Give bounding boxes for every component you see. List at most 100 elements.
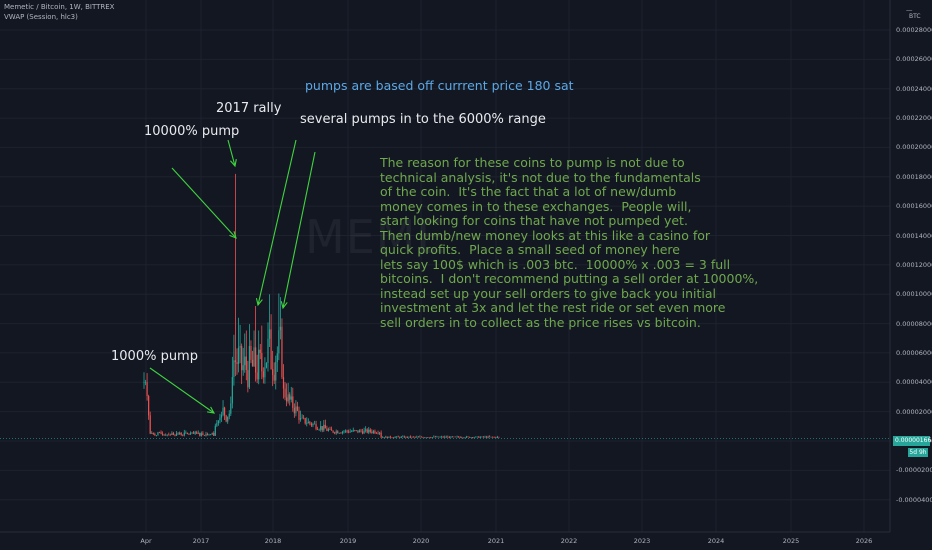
candle-body xyxy=(386,436,388,438)
candle-body xyxy=(265,362,268,368)
candle-body xyxy=(306,423,308,424)
annotation-arrows xyxy=(149,139,316,414)
candle-body xyxy=(487,436,489,438)
price-tick-label: -0.00002000 xyxy=(896,466,932,475)
price-tick-label: 0.00012000 xyxy=(896,260,932,269)
candle-body xyxy=(151,432,153,434)
candle-body xyxy=(259,349,261,354)
candle-body xyxy=(222,407,224,415)
annotation-10000-pump[interactable]: 10000% pump xyxy=(144,124,240,139)
candle-body xyxy=(296,406,299,411)
arrow-10000-pump xyxy=(171,167,237,239)
candle-body xyxy=(293,407,295,414)
time-tick-label: 2022 xyxy=(560,537,578,545)
candle-body xyxy=(228,413,230,417)
candle-body xyxy=(220,414,223,418)
candle-body xyxy=(258,349,260,380)
candle-body xyxy=(453,436,455,438)
price-tick-label: 0.00024000 xyxy=(896,84,932,93)
candle-body xyxy=(394,437,396,438)
candle-body xyxy=(224,407,226,416)
candle-body xyxy=(337,431,339,434)
candle-body xyxy=(357,430,359,433)
candle-body xyxy=(444,436,446,438)
candle-body xyxy=(334,432,336,434)
price-tick-label: 0.00008000 xyxy=(896,319,932,328)
candle-body xyxy=(442,436,444,438)
candle-body xyxy=(489,436,491,438)
candle-body xyxy=(425,437,427,439)
candle-body xyxy=(482,436,485,438)
candle-body xyxy=(248,346,250,388)
candle-body xyxy=(148,396,150,416)
candle-body xyxy=(237,347,240,364)
candle-body xyxy=(318,429,320,431)
chart-symbol-title[interactable]: Memetic / Bitcoin, 1W, BITTREX xyxy=(4,3,115,11)
candle-body xyxy=(227,416,229,422)
candle-body xyxy=(354,430,356,431)
candle-body xyxy=(490,436,492,438)
candle-body xyxy=(234,360,237,363)
chart-watermark: MEME xyxy=(305,210,447,264)
candle-body xyxy=(241,346,243,371)
candle-body xyxy=(436,436,438,438)
vwap-indicator-label[interactable]: VWAP (Session, hlc3) xyxy=(4,13,78,21)
candle-body xyxy=(335,431,337,434)
candle-body xyxy=(382,437,384,438)
candle-body xyxy=(405,436,407,438)
price-tick-label: 0.00004000 xyxy=(896,378,932,387)
annotation-6000-pumps[interactable]: several pumps in to the 6000% range xyxy=(300,112,546,127)
time-tick-label: 2020 xyxy=(412,537,430,545)
candle-body xyxy=(290,396,292,400)
candle-body xyxy=(169,434,171,436)
candle-body xyxy=(165,435,167,436)
candle-body xyxy=(309,421,311,424)
candle-body xyxy=(422,437,424,438)
candle-body xyxy=(310,423,312,426)
chart-grid xyxy=(0,0,891,533)
candle-body xyxy=(199,432,201,436)
candle-body xyxy=(155,435,157,436)
candle-body xyxy=(216,423,218,426)
annotation-top-note[interactable]: pumps are based off currrent price 180 s… xyxy=(305,78,574,93)
annotation-explanation[interactable]: The reason for these coins to pump is no… xyxy=(380,155,759,330)
candle-body xyxy=(299,418,302,420)
candle-body xyxy=(332,430,334,433)
candle-body xyxy=(157,432,159,436)
candle-body xyxy=(282,377,285,389)
candle-body xyxy=(295,406,297,414)
candle-body xyxy=(303,417,305,419)
candle-body xyxy=(281,326,283,378)
candle-body xyxy=(292,396,294,408)
candle-body xyxy=(352,430,354,432)
candle-body xyxy=(149,415,151,434)
candle-body xyxy=(247,370,249,388)
candle-body xyxy=(154,434,156,436)
candle-body xyxy=(380,432,382,438)
candle-body xyxy=(200,433,202,436)
candle-body xyxy=(349,431,351,433)
candle-body xyxy=(272,369,274,375)
candle-body xyxy=(284,388,286,398)
candle-body xyxy=(476,436,478,438)
candle-body xyxy=(152,432,154,435)
candle-body xyxy=(210,434,212,436)
candle-body xyxy=(496,436,498,438)
candle-body xyxy=(279,326,281,331)
candle-body xyxy=(414,436,416,438)
candle-body xyxy=(211,432,213,435)
candle-body xyxy=(472,437,474,438)
price-tick-label: 0.00016000 xyxy=(896,202,932,211)
candle-body xyxy=(451,436,454,438)
annotation-1000-pump[interactable]: 1000% pump xyxy=(111,349,198,364)
candle-body xyxy=(341,431,343,434)
candle-body xyxy=(397,436,399,438)
candle-body xyxy=(275,362,277,381)
price-tick-label: -0.00004000 xyxy=(896,495,932,504)
annotation-2017-rally[interactable]: 2017 rally xyxy=(216,101,282,116)
candle-body xyxy=(177,433,179,435)
candle-body xyxy=(417,436,419,438)
candle-body xyxy=(431,437,433,438)
price-tick-label: 0.00010000 xyxy=(896,290,932,299)
